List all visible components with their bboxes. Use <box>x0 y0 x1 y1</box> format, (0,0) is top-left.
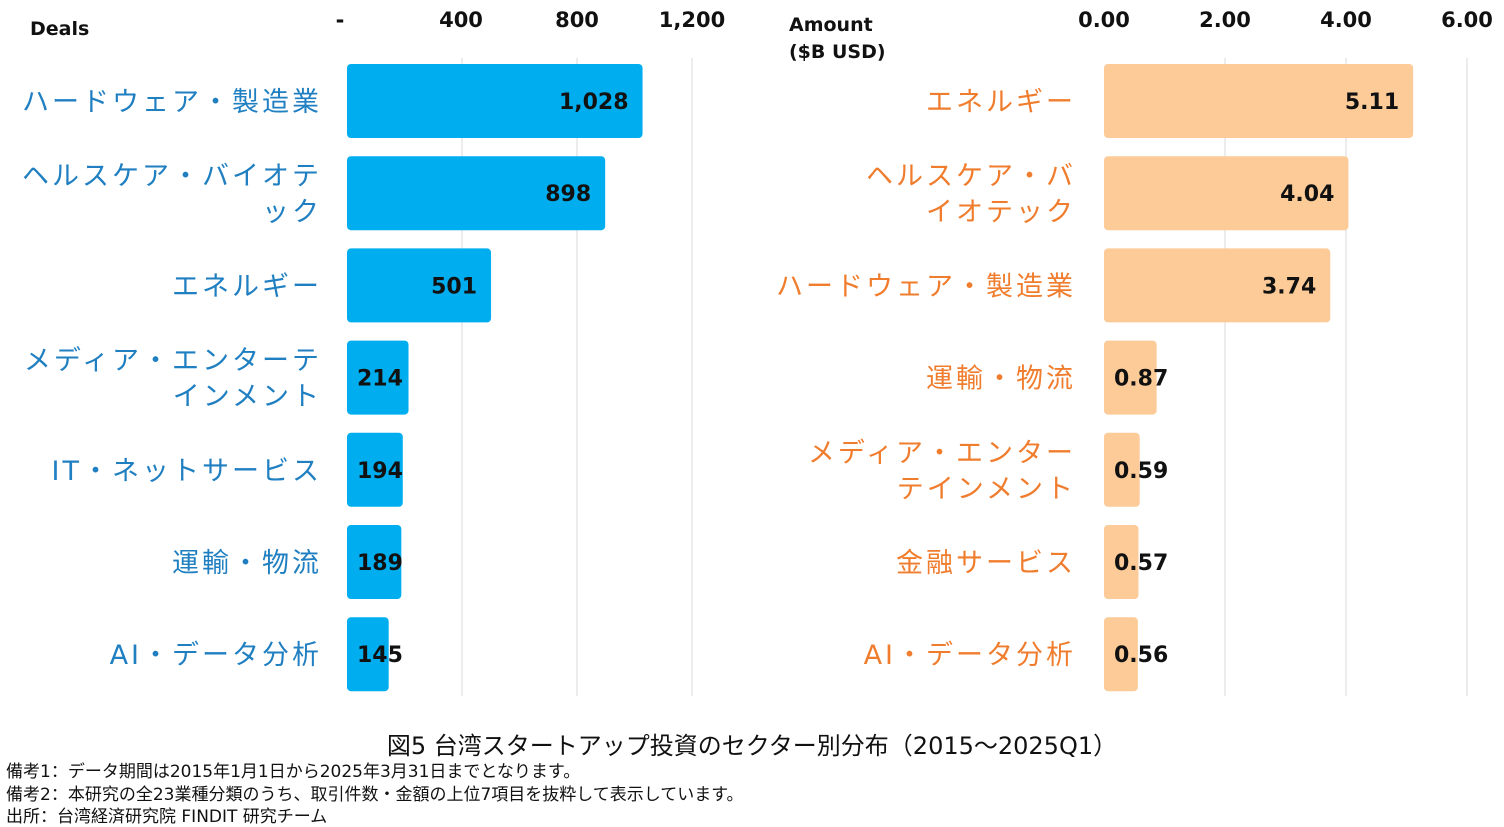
axis-title: ($B USD) <box>789 41 886 63</box>
bar <box>1104 525 1139 599</box>
data-label: 189 <box>357 551 403 576</box>
data-label: 4.04 <box>1280 182 1334 207</box>
category-label: AI・データ分析 <box>110 640 322 671</box>
bar <box>1104 617 1138 692</box>
category-label: ハードウェア・製造業 <box>22 87 322 118</box>
category-label: メディア・エンターテ <box>24 346 322 377</box>
bar <box>347 525 402 599</box>
category-label: エネルギー <box>926 87 1076 118</box>
data-label: 194 <box>357 459 403 484</box>
bar <box>347 617 389 692</box>
bar <box>1104 156 1349 231</box>
category-label: ヘルスケア・バイオテ <box>22 161 322 192</box>
category-label: AI・データ分析 <box>864 640 1076 671</box>
data-label: 501 <box>431 274 477 299</box>
bar <box>347 248 492 323</box>
bar <box>1104 64 1414 138</box>
bar <box>347 64 643 138</box>
category-label: メディア・エンター <box>808 438 1076 469</box>
tick-label: 0.00 <box>1078 8 1130 32</box>
axis-title: Deals <box>30 18 89 40</box>
tick-label: 2.00 <box>1199 8 1251 32</box>
data-label: 0.87 <box>1114 367 1168 392</box>
data-label: 898 <box>545 182 591 207</box>
deals-chart: Deals - 400 800 1,200 1,028 ハードウェア・製造業 898 ヘルスケア… <box>22 8 725 696</box>
tick-label: 400 <box>439 8 483 32</box>
category-label: エネルギー <box>172 271 322 302</box>
category-label: インメント <box>173 382 322 413</box>
amount-chart: Amount ($B USD) 0.00 2.00 4.00 6.00 5.11 エネルギー 4… <box>776 8 1493 696</box>
bar <box>1104 432 1140 507</box>
note-source: 出所：台湾経済研究院 FINDIT 研究チーム <box>6 807 328 827</box>
category-label: 運輸・物流 <box>926 364 1076 395</box>
note-selection: 備考2：本研究の全23業種分類のうち、取引件数・金額の上位7項目を抜粋して表示し… <box>6 785 744 805</box>
data-label: 3.74 <box>1262 274 1316 299</box>
data-label: 145 <box>357 643 403 668</box>
data-label: 0.56 <box>1114 643 1168 668</box>
tick-label: 1,200 <box>659 8 725 32</box>
tick-label: - <box>336 8 345 32</box>
category-label: ハードウェア・製造業 <box>776 271 1076 302</box>
category-label: 金融サービス <box>896 548 1076 579</box>
category-label: ヘルスケア・バ <box>866 161 1076 192</box>
bar <box>347 432 403 507</box>
category-label: ック <box>262 197 322 228</box>
category-label: 運輸・物流 <box>172 548 322 579</box>
data-label: 1,028 <box>559 90 629 115</box>
sector-bar-charts: Deals - 400 800 1,200 1,028 ハードウェア・製造業 898 ヘルスケア… <box>22 8 1493 696</box>
category-label: テインメント <box>897 474 1076 505</box>
bar <box>347 156 606 231</box>
data-label: 214 <box>357 367 403 392</box>
note-period: 備考1：データ期間は2015年1月1日から2025年3月31日までとなります。 <box>6 762 581 782</box>
tick-label: 4.00 <box>1320 8 1372 32</box>
category-label: イオテック <box>926 197 1076 228</box>
tick-label: 800 <box>555 8 599 32</box>
axis-title: Amount <box>789 14 873 36</box>
data-label: 0.57 <box>1114 551 1168 576</box>
figure-caption: 図5 台湾スタートアップ投資のセクター別分布（2015～2025Q1） <box>386 732 1118 760</box>
tick-label: 6.00 <box>1441 8 1493 32</box>
bar <box>347 340 409 415</box>
bar <box>1104 340 1157 415</box>
category-label: IT・ネットサービス <box>52 456 322 487</box>
data-label: 5.11 <box>1345 90 1399 115</box>
data-label: 0.59 <box>1114 459 1168 484</box>
bar <box>1104 248 1331 323</box>
